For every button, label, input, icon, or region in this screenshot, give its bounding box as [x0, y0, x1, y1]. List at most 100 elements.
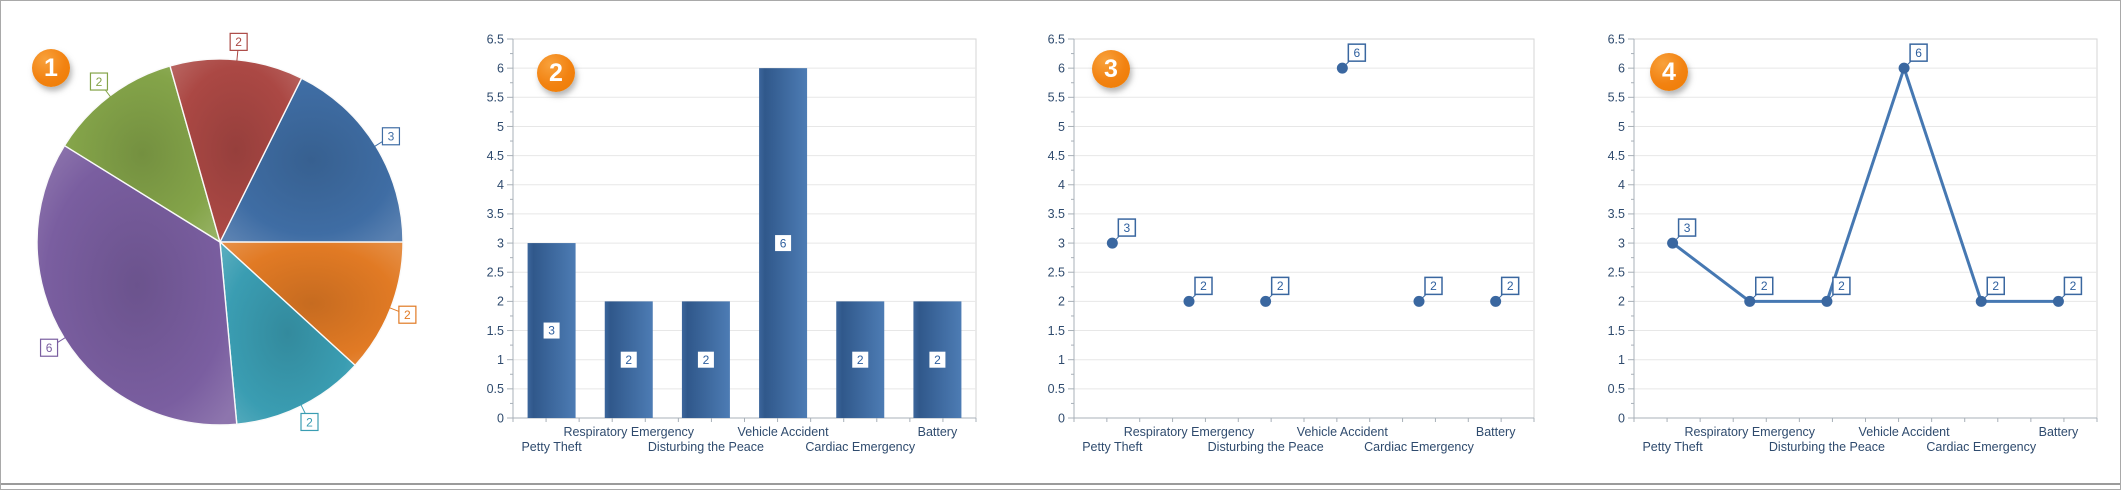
y-tick-label: 2: [1618, 295, 1625, 309]
y-tick-label: 2: [1058, 295, 1065, 309]
pie-value-box: [381, 127, 401, 146]
bottom-divider: [1, 483, 2120, 485]
point-vehicle-accident[interactable]: [1898, 62, 1910, 74]
bar-value-box: [697, 351, 714, 368]
y-tick-label: 5.5: [487, 91, 504, 105]
y-tick-label: 0: [497, 411, 504, 425]
point-value-label: 6: [1353, 46, 1360, 60]
y-tick-label: 1.5: [1048, 324, 1065, 338]
bar-value-box: [775, 235, 792, 252]
y-tick-label: 3: [497, 236, 504, 250]
y-tick-label: 6: [497, 61, 504, 75]
line-chart: 0 0.5 1 1.5 2 2.5 3 3.5 4 4.5 5 5.5 6 6.5 Petty TheftR…: [1608, 32, 2098, 454]
y-tick-label: 1: [1618, 353, 1625, 367]
point-value-box: [1755, 276, 1774, 296]
plot-area: [1633, 38, 2098, 419]
point-value-label: 2: [1761, 279, 1768, 293]
chart-number-badge-4: 4: [1650, 53, 1688, 91]
point-value-label: 3: [1123, 221, 1130, 235]
category-label-battery: Battery: [2039, 425, 2079, 439]
bar-value-box: [852, 351, 869, 368]
y-tick-label: 6: [1618, 61, 1625, 75]
pie-value-box: [300, 412, 319, 432]
y-tick-label: 2.5: [1608, 266, 1625, 280]
y-tick-label: 4.5: [1048, 149, 1065, 163]
point-value-label: 2: [2070, 279, 2077, 293]
point-petty-theft[interactable]: [1667, 237, 1679, 249]
pie-value-box: [39, 338, 59, 357]
point-value-box: [1500, 276, 1520, 296]
pie-value-label: 6: [46, 341, 53, 355]
plot-area: [1073, 38, 1535, 419]
category-label-vehicle-accident: Vehicle Accident: [1297, 425, 1389, 439]
category-label-disturbing-the-peace: Disturbing the Peace: [1208, 440, 1324, 454]
point-battery[interactable]: [2052, 295, 2064, 307]
point-value-label: 6: [1915, 46, 1922, 60]
y-tick-label: 0: [1058, 411, 1065, 425]
point-value-box: [1677, 218, 1697, 237]
bar-value-box: [929, 351, 946, 368]
category-label-cardiac-emergency: Cardiac Emergency: [1364, 440, 1475, 454]
y-tick-label: 3.5: [1048, 207, 1065, 221]
pie-value-box: [229, 32, 248, 51]
y-tick-label: 0.5: [487, 382, 504, 396]
point-vehicle-accident[interactable]: [1336, 62, 1348, 74]
point-value-box: [1832, 276, 1851, 296]
category-label-petty-theft: Petty Theft: [1642, 440, 1703, 454]
series-line: [1671, 66, 2060, 303]
y-tick-label: 4: [1618, 178, 1625, 192]
y-tick-label: 5: [497, 120, 504, 134]
bar-value-box: [543, 322, 560, 339]
y-tick-label: 2.5: [487, 266, 504, 280]
scatter-chart: 0 0.5 1 1.5 2 2.5 3 3.5 4 4.5 5 5.5 6 6.5 Petty TheftR…: [1048, 32, 1535, 454]
point-respiratory-emergency[interactable]: [1744, 295, 1756, 307]
point-value-label: 2: [1430, 279, 1437, 293]
bar-chart: 0 0.5 1 1.5 2 2.5 3 3.5 4 4.5 5 5.5 6 6.5 Petty TheftR…: [487, 32, 977, 454]
y-tick-label: 0.5: [1048, 382, 1065, 396]
point-cardiac-emergency[interactable]: [1975, 295, 1987, 307]
category-label-respiratory-emergency: Respiratory Emergency: [563, 425, 694, 439]
point-value-label: 2: [1200, 279, 1207, 293]
y-tick-label: 6.5: [1608, 32, 1625, 46]
category-label-battery: Battery: [918, 425, 958, 439]
y-tick-label: 0: [1618, 411, 1625, 425]
category-label-respiratory-emergency: Respiratory Emergency: [1124, 425, 1255, 439]
y-tick-label: 0.5: [1608, 382, 1625, 396]
point-petty-theft[interactable]: [1106, 237, 1118, 249]
point-value-box: [1909, 43, 1928, 62]
y-tick-label: 4: [497, 178, 504, 192]
y-tick-label: 5: [1058, 120, 1065, 134]
point-value-label: 3: [1684, 221, 1691, 235]
point-disturbing-the-peace[interactable]: [1260, 295, 1272, 307]
bar-chart-panel: 2 0 0.5 1 1.5 2 2.5 3 3.5 4 4.5 5 5.5 6 6.5 Petty Thef…: [461, 1, 1021, 485]
y-tick-label: 3.5: [1608, 207, 1625, 221]
point-value-label: 2: [1277, 279, 1284, 293]
category-label-vehicle-accident: Vehicle Accident: [1859, 425, 1951, 439]
y-tick-label: 3.5: [487, 207, 504, 221]
pie-value-label: 2: [404, 308, 411, 322]
line-chart-panel: 4 0 0.5 1 1.5 2 2.5 3 3.5 4 4.5 5 5.5 6 6.5 Petty Thef…: [1581, 1, 2120, 485]
point-value-box: [1117, 218, 1137, 237]
category-label-petty-theft: Petty Theft: [1082, 440, 1143, 454]
bar-value-label: 2: [857, 353, 864, 367]
chart-number-badge-1: 1: [32, 49, 70, 87]
point-respiratory-emergency[interactable]: [1183, 295, 1195, 307]
bar-value-label: 3: [548, 324, 555, 338]
y-tick-label: 2.5: [1048, 266, 1065, 280]
pie-chart: 3 2 2 6 2 2: [36, 32, 417, 432]
y-tick-label: 4.5: [1608, 149, 1625, 163]
bar-value-box: [620, 351, 637, 368]
point-battery[interactable]: [1490, 295, 1502, 307]
pie-value-label: 2: [306, 415, 313, 429]
point-value-box: [1194, 276, 1213, 296]
bar-value-label: 2: [934, 353, 941, 367]
y-tick-label: 5.5: [1608, 91, 1625, 105]
point-disturbing-the-peace[interactable]: [1821, 295, 1833, 307]
point-value-box: [2063, 276, 2083, 296]
point-cardiac-emergency[interactable]: [1413, 295, 1425, 307]
bar-value-label: 2: [703, 353, 710, 367]
chart-number-badge-3: 3: [1092, 50, 1130, 88]
pie-value-label: 2: [235, 35, 242, 49]
category-label-disturbing-the-peace: Disturbing the Peace: [648, 440, 764, 454]
